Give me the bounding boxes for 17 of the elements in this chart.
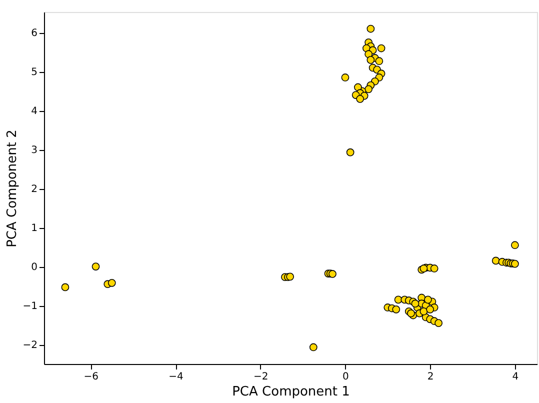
x-tick-label: 4 (512, 372, 519, 382)
x-tick-label: 0 (342, 372, 349, 382)
y-tick-label: −2 (22, 340, 38, 352)
y-tick-label: 0 (31, 262, 38, 274)
x-tick-label: 2 (427, 372, 434, 382)
y-axis-title: PCA Component 2 (4, 130, 20, 248)
x-axis-title: PCA Component 1 (232, 384, 350, 400)
y-tick-label: 4 (31, 106, 38, 118)
y-tick-label: −1 (22, 301, 38, 312)
x-tick-label: −6 (84, 372, 99, 382)
x-tick-label: −4 (168, 372, 184, 382)
x-tick-label: −2 (254, 372, 268, 382)
y-tick-label: 2 (31, 184, 38, 196)
y-tick-label: 3 (31, 145, 38, 156)
y-tick-label: 6 (31, 28, 38, 40)
y-tick-label: 1 (31, 223, 38, 234)
y-tick-label: 5 (31, 67, 38, 78)
